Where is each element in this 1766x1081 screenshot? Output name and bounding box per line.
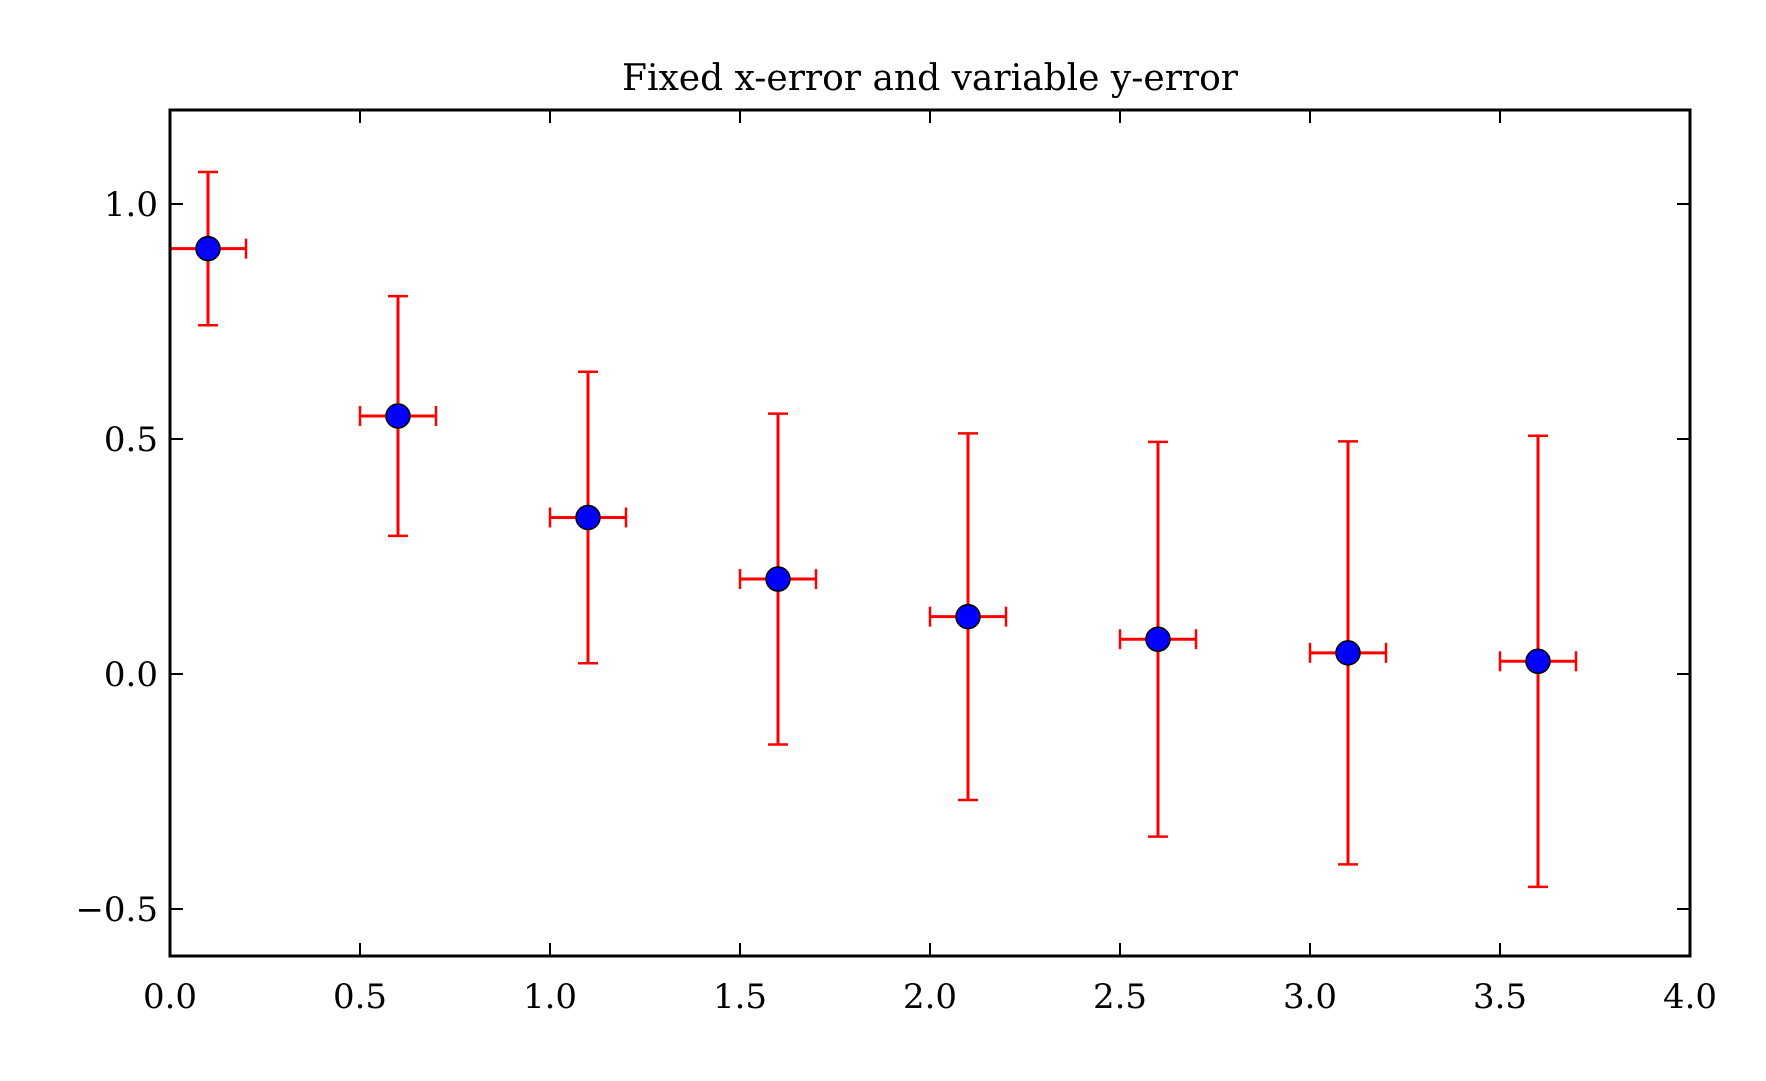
data-point xyxy=(575,504,601,531)
points-layer xyxy=(195,235,1551,675)
data-point xyxy=(385,403,411,429)
y-tick-label: 1.0 xyxy=(104,185,158,225)
data-point xyxy=(765,566,791,592)
data-point xyxy=(1335,640,1361,666)
errorbars-layer xyxy=(168,170,1578,889)
data-point xyxy=(195,235,221,262)
y-tick-label: −0.5 xyxy=(75,890,158,930)
x-tick-label: 4.0 xyxy=(1663,977,1717,1017)
data-point xyxy=(1145,626,1171,652)
data-point xyxy=(1525,648,1551,675)
x-tick-label: 1.5 xyxy=(713,977,767,1017)
axes-frame xyxy=(168,108,1692,958)
x-tick-label: 0.5 xyxy=(333,977,387,1017)
chart-title: Fixed x-error and variable y-error xyxy=(622,58,1239,99)
x-tick-label: 2.0 xyxy=(903,977,957,1017)
x-tick-label: 3.5 xyxy=(1473,977,1527,1017)
x-tick-label: 3.0 xyxy=(1283,977,1337,1017)
x-tick-label: 0.0 xyxy=(143,977,197,1017)
x-tick-label: 2.5 xyxy=(1093,977,1147,1017)
ticks-layer: 0.0 0.5 1.0 1.5 2.0 2.5 3.0 3.5 4.0 −0.5 0.0 0.5 1.0 xyxy=(75,110,1717,1017)
x-tick-label: 1.0 xyxy=(523,977,577,1017)
data-point xyxy=(955,603,981,630)
y-tick-label: 0.5 xyxy=(104,420,158,460)
y-tick-label: 0.0 xyxy=(104,655,158,695)
